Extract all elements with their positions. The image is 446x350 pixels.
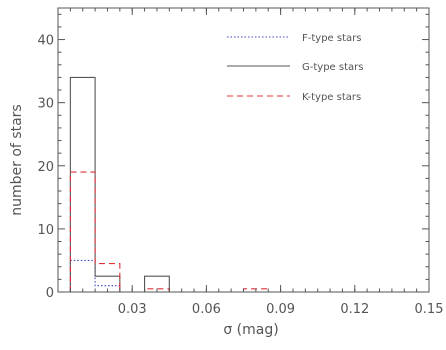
plot-frame (57, 7, 430, 293)
x-tick-label: 0.12 (340, 302, 369, 317)
y-axis-label: number of stars (9, 104, 25, 215)
x-tick-label: 0.03 (118, 302, 147, 317)
legend-label: K-type stars (302, 92, 361, 103)
histogram-series-g-type-stars (69, 76, 429, 293)
series-layer (69, 76, 429, 293)
histogram-series-f-type-stars (69, 259, 429, 293)
histogram-series-k-type-stars (69, 171, 429, 293)
x-axis-label: σ (mag) (223, 322, 278, 338)
axes-layer: 0.03 0.06 0.09 0.12 0.15 0 10 20 30 40 (37, 7, 444, 317)
x-tick-label: 0.09 (266, 302, 295, 317)
y-tick-label: 10 (37, 223, 54, 238)
y-tick-label: 40 (37, 34, 54, 49)
legend-label: G-type stars (302, 62, 363, 73)
legend: F-type stars G-type stars K-type stars (227, 33, 363, 103)
legend-label: F-type stars (302, 33, 361, 44)
x-tick-label: 0.15 (415, 302, 444, 317)
y-tick-label: 20 (37, 160, 54, 175)
y-tick-label: 30 (37, 97, 54, 112)
x-tick-label: 0.06 (192, 302, 221, 317)
y-tick-label: 0 (46, 286, 54, 301)
